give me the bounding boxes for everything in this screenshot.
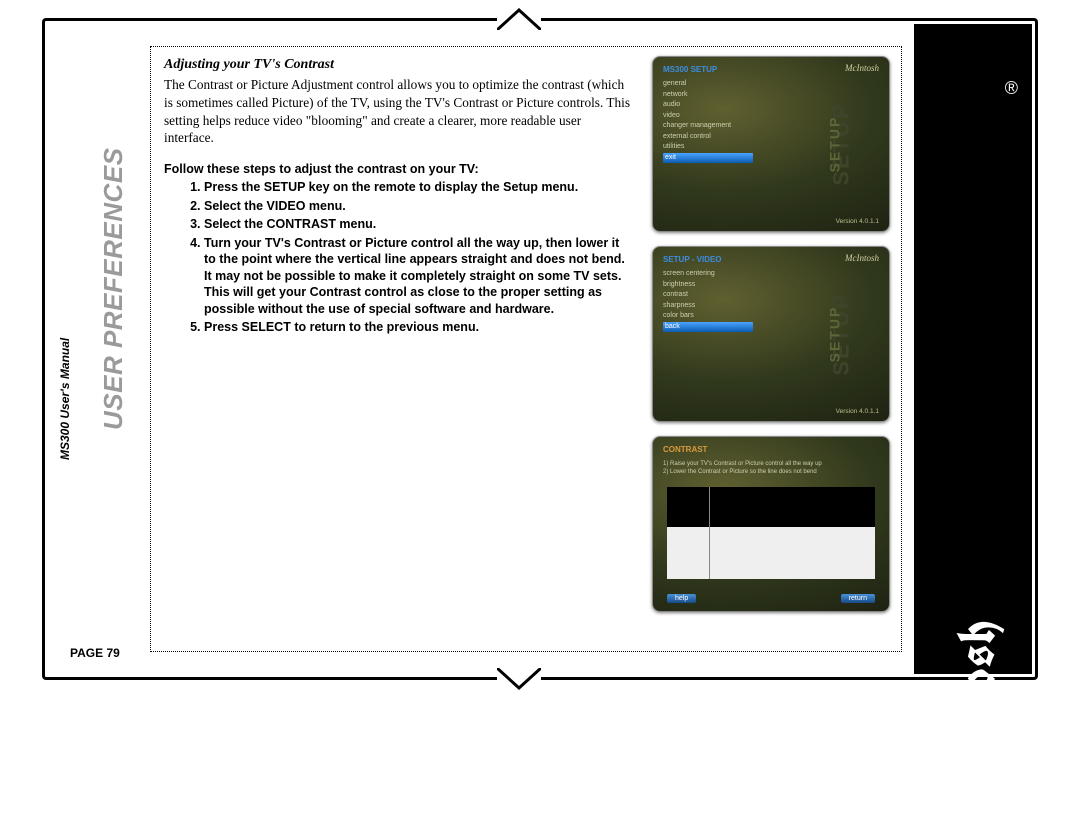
step-item: Turn your TV's Contrast or Picture contr… (204, 235, 630, 318)
registered-mark: ® (1005, 78, 1018, 99)
shot-instructions: 1) Raise your TV's Contrast or Picture c… (663, 461, 879, 477)
menu-item: contrast (663, 290, 753, 301)
steps-intro: Follow these steps to adjust the contras… (164, 161, 630, 178)
shot-brand: McIntosh (845, 63, 879, 73)
menu-item: color bars (663, 311, 753, 322)
section-heading: Adjusting your TV's Contrast (164, 56, 630, 74)
shot-menu: screen centering brightness contrast sha… (663, 269, 753, 332)
menu-item: sharpness (663, 301, 753, 312)
steps-list: Press the SETUP key on the remote to dis… (164, 179, 630, 336)
return-button: return (841, 594, 875, 603)
section-paragraph: The Contrast or Picture Adjustment contr… (164, 76, 630, 146)
main-content: Adjusting your TV's Contrast The Contras… (164, 56, 630, 338)
menu-item-highlighted: back (663, 322, 753, 333)
shot-version: Version 4.0.1.1 (836, 408, 879, 415)
menu-item: network (663, 90, 753, 101)
menu-item: utilities (663, 142, 753, 153)
menu-item: general (663, 79, 753, 90)
menu-item: audio (663, 100, 753, 111)
menu-item: screen centering (663, 269, 753, 280)
contrast-test-pattern (667, 487, 875, 579)
instr-line: 2) Lower the Contrast or Picture so the … (663, 469, 879, 477)
screenshot-contrast: CONTRAST 1) Raise your TV's Contrast or … (652, 436, 890, 612)
top-notch (497, 8, 541, 30)
black-bar (667, 487, 875, 527)
step-item: Select the CONTRAST menu. (204, 216, 630, 233)
shot-menu: general network audio video changer mana… (663, 79, 753, 163)
brand-strip (914, 24, 1032, 674)
bottom-notch (497, 668, 541, 690)
screenshot-setup: MS300 SETUP McIntosh general network aud… (652, 56, 890, 232)
menu-item: changer management (663, 121, 753, 132)
vertical-test-line (709, 487, 710, 579)
shot-brand: McIntosh (845, 253, 879, 263)
shot-side-label-2: SETUP (827, 306, 843, 363)
instr-line: 1) Raise your TV's Contrast or Picture c… (663, 461, 879, 469)
step-item: Press SELECT to return to the previous m… (204, 319, 630, 336)
chapter-title: USER PREFERENCES (98, 148, 129, 431)
shot-version: Version 4.0.1.1 (836, 218, 879, 225)
menu-item: brightness (663, 280, 753, 291)
shot-title: CONTRAST (663, 445, 707, 454)
screenshot-column: MS300 SETUP McIntosh general network aud… (652, 56, 890, 612)
page-number: PAGE 79 (70, 646, 120, 660)
shot-title: MS300 SETUP (663, 65, 717, 74)
step-item: Press the SETUP key on the remote to dis… (204, 179, 630, 196)
help-button: help (667, 594, 696, 603)
shot-side-label-2: SETUP (827, 116, 843, 173)
menu-item: video (663, 111, 753, 122)
step-item: Select the VIDEO menu. (204, 198, 630, 215)
menu-item-highlighted: exit (663, 153, 753, 164)
shot-title: SETUP - VIDEO (663, 255, 722, 264)
brand-logo: McIntosh (942, 620, 1010, 828)
manual-title: MS300 User's Manual (58, 338, 72, 460)
screenshot-video: SETUP - VIDEO McIntosh screen centering … (652, 246, 890, 422)
menu-item: external control (663, 132, 753, 143)
